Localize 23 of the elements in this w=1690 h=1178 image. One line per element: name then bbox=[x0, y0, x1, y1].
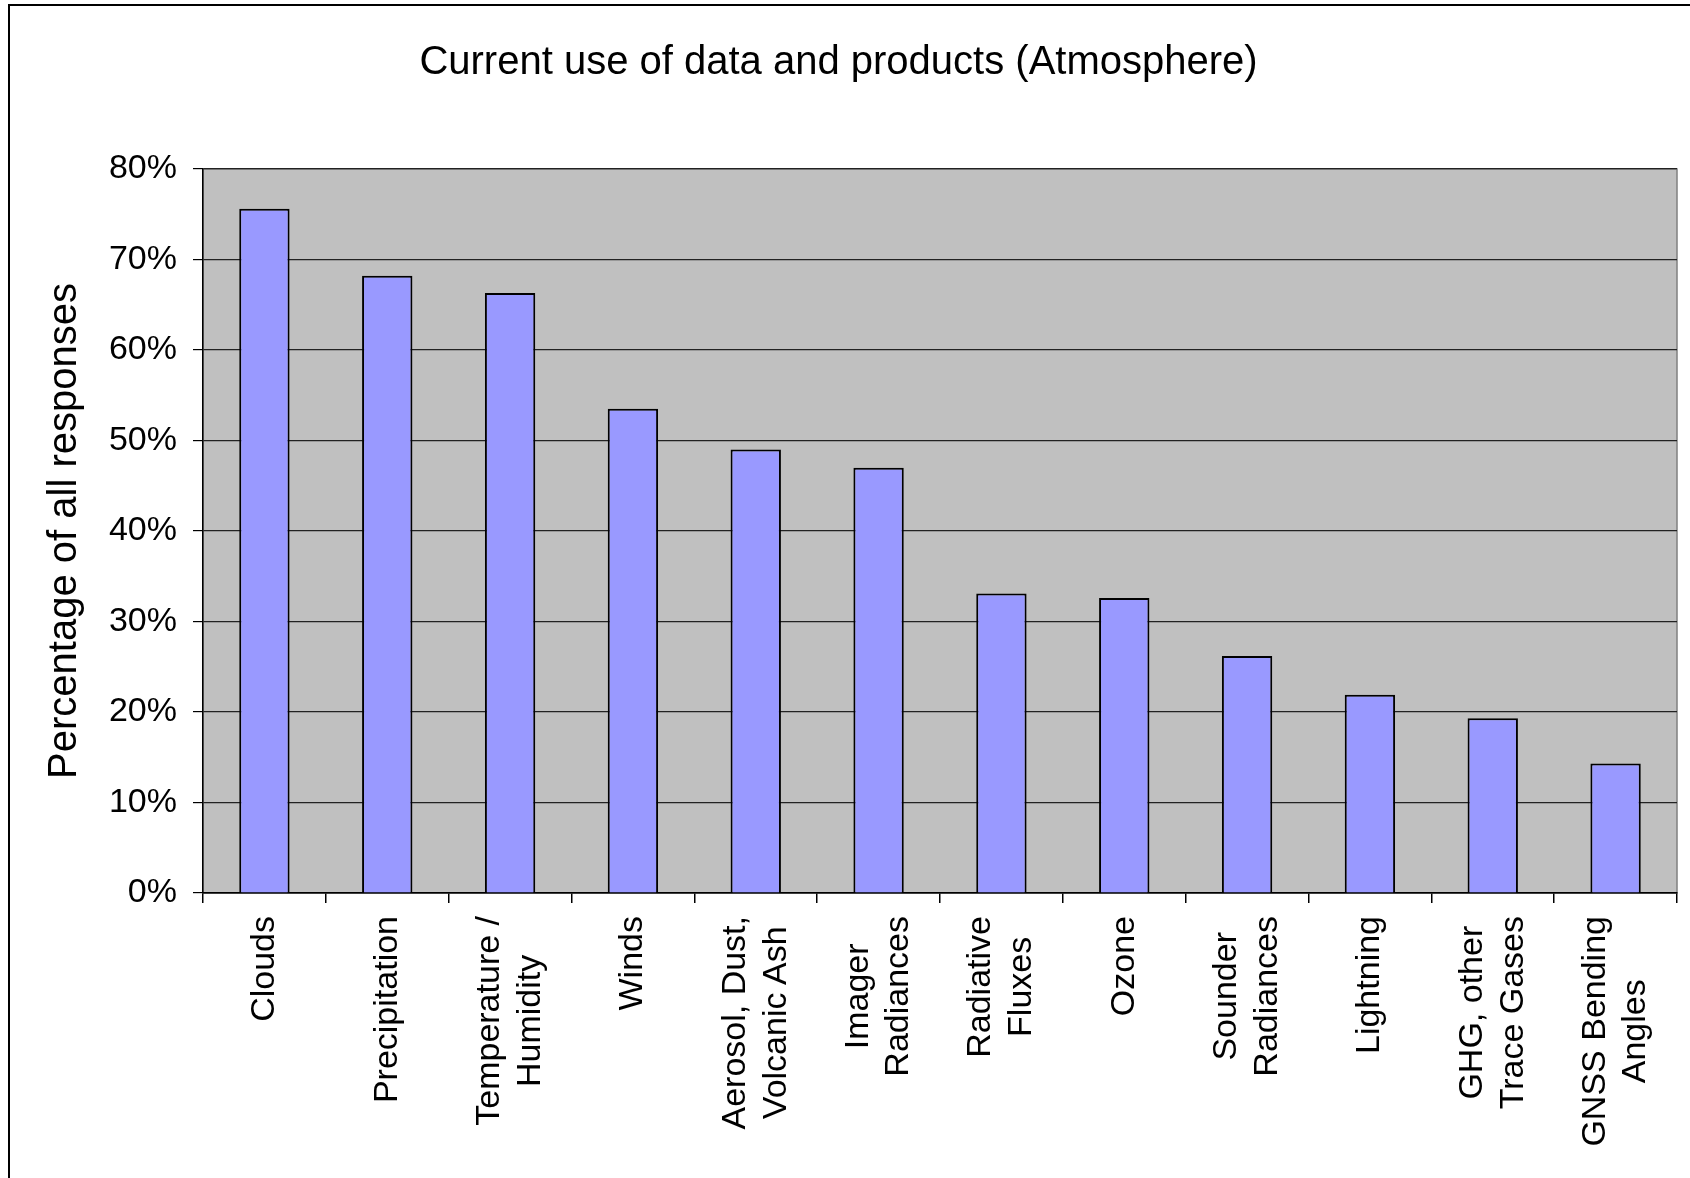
y-axis-title: Percentage of all responses bbox=[40, 283, 85, 779]
x-tick-label: Imager Radiances bbox=[836, 916, 916, 1077]
chart-title: Current use of data and products (Atmosphere) bbox=[419, 38, 1258, 83]
x-tick-label: Precipitation bbox=[365, 916, 404, 1104]
y-tick-label: 50% bbox=[108, 418, 177, 457]
y-tick-label: 60% bbox=[108, 328, 177, 367]
x-tick-label: Clouds bbox=[242, 916, 281, 1022]
x-tick-label: Aerosol, Dust, Volcanic Ash bbox=[713, 916, 793, 1130]
y-tick-label: 0% bbox=[127, 871, 177, 910]
x-tick-label: Radiative Fluxes bbox=[959, 916, 1039, 1058]
x-tick-label: Lightning bbox=[1348, 916, 1387, 1055]
y-tick-label: 80% bbox=[108, 147, 177, 186]
x-tick-label: GHG, other Trace Gases bbox=[1450, 916, 1530, 1110]
y-tick-label: 40% bbox=[108, 509, 177, 548]
y-tick-label: 70% bbox=[108, 237, 177, 276]
x-tick-label: GNSS Bending Angles bbox=[1573, 915, 1653, 1147]
y-tick-label: 10% bbox=[108, 780, 177, 819]
x-tick-label: Temperature / Humidity bbox=[468, 915, 547, 1126]
x-tick-label: Winds bbox=[611, 916, 650, 1011]
x-tick-label: Sounder Radiances bbox=[1205, 916, 1284, 1077]
y-tick-label: 20% bbox=[108, 690, 177, 729]
y-tick-label: 30% bbox=[108, 599, 177, 638]
x-tick-label: Ozone bbox=[1102, 915, 1141, 1017]
